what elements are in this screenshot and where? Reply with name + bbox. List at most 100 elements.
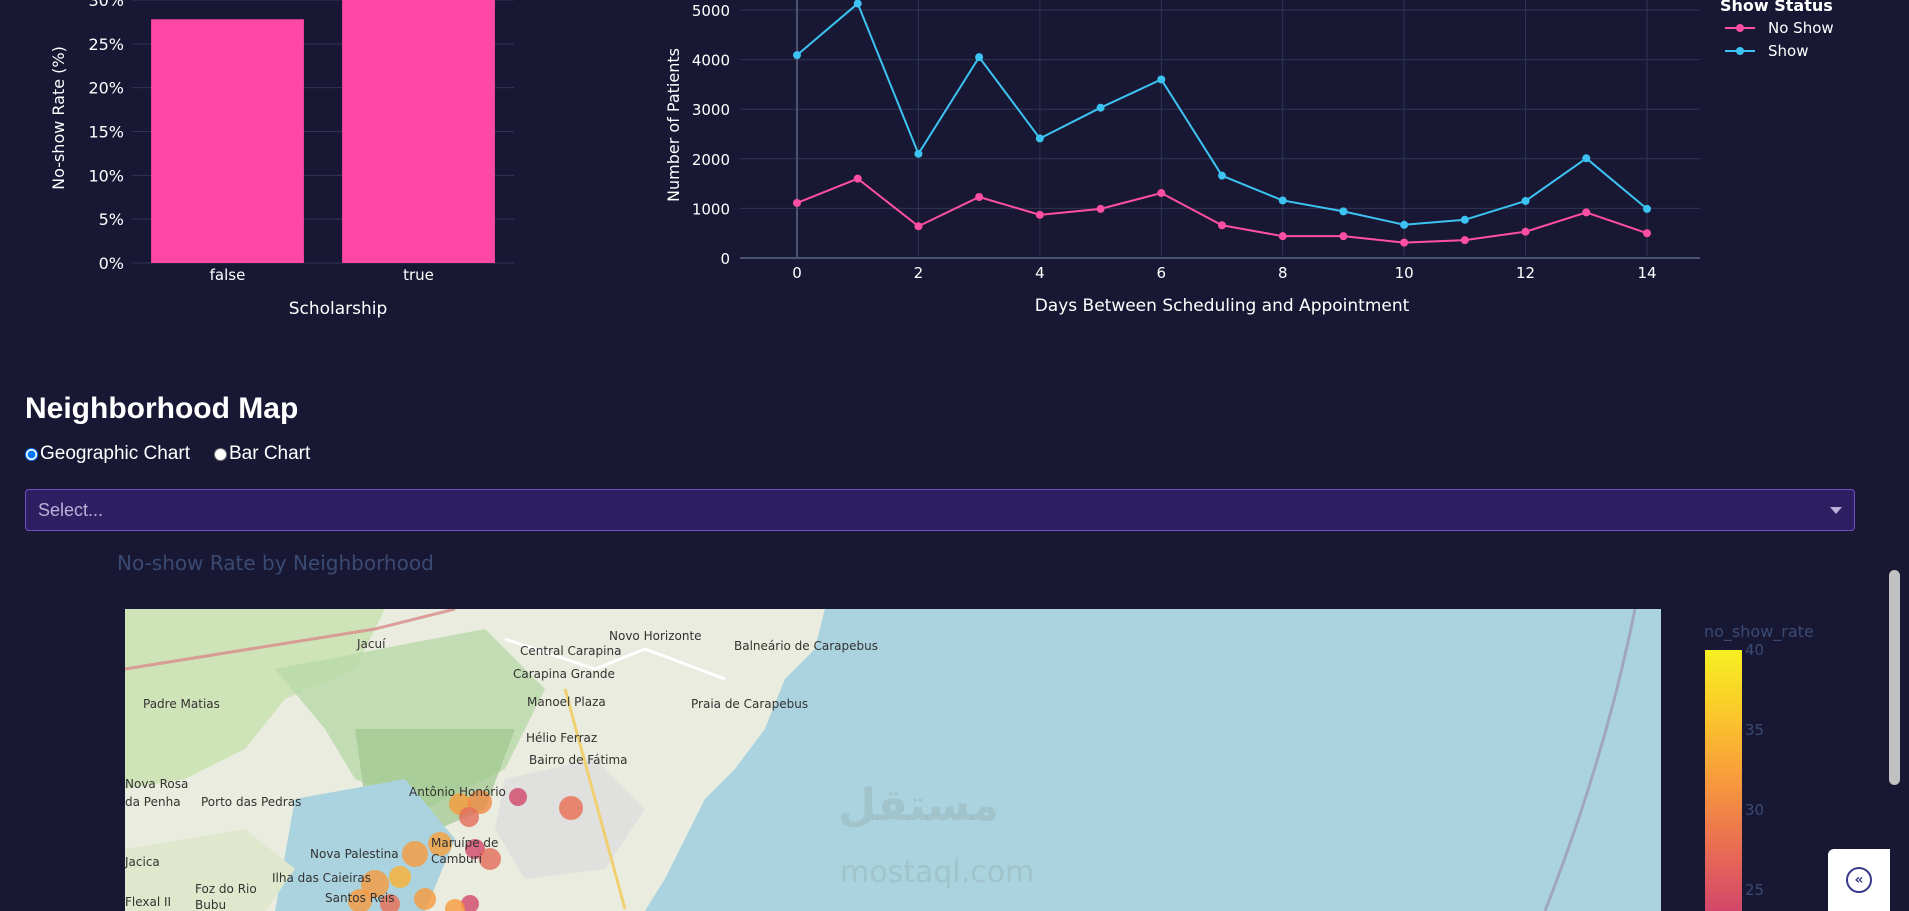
x-tick-label: 0	[792, 264, 802, 282]
y-tick-label: 1000	[692, 200, 730, 218]
watermark-logo: مستقل	[838, 780, 999, 831]
x-tick-label: 12	[1516, 264, 1535, 282]
section-title: Neighborhood Map	[25, 392, 299, 425]
data-point	[1643, 229, 1651, 238]
data-point	[1400, 238, 1409, 247]
data-point	[1218, 171, 1226, 180]
map-tiles	[125, 609, 1661, 911]
data-point	[1521, 227, 1530, 236]
x-tick-label: 6	[1157, 264, 1167, 282]
bar	[151, 19, 304, 263]
radio-input-geographic[interactable]	[25, 447, 38, 461]
data-point	[793, 51, 801, 60]
map-place-label: Jacuí	[357, 637, 386, 651]
scholarship-bar-chart: 0% 5% 10% 15% 20% 25% 30% false true Scholarship N…	[49, 0, 514, 319]
map-markers	[348, 788, 583, 911]
map-place-label: Balneário de Carapebus	[734, 639, 878, 653]
colorbar-tick: 30	[1745, 801, 1765, 819]
radio-geographic-chart[interactable]: Geographic Chart	[25, 443, 190, 465]
y-tick-label: 0	[720, 250, 730, 268]
radio-label-geographic: Geographic Chart	[40, 443, 190, 464]
data-point	[1157, 189, 1166, 198]
data-point	[793, 198, 801, 207]
data-point	[1582, 154, 1591, 163]
radio-input-bar[interactable]	[213, 447, 227, 461]
map-place-label: Nova Palestina	[310, 847, 399, 861]
colorbar-tick: 40	[1745, 641, 1765, 659]
colorbar-tick: 25	[1745, 881, 1765, 899]
y-axis-label: Number of Patients	[664, 48, 683, 202]
y-tick-label: 5%	[99, 210, 124, 229]
map-place-label: Antônio Honório	[409, 785, 506, 799]
y-tick-label: 30%	[88, 0, 124, 10]
map-place-label: Hélio Ferraz	[526, 731, 598, 745]
map-place-label: Bairro de Fátima	[529, 753, 628, 767]
data-point	[1521, 196, 1530, 205]
y-tick-label: 0%	[99, 254, 124, 273]
data-point	[975, 192, 984, 201]
map-place-label: Santos Reis	[325, 891, 395, 905]
legend-marker	[1736, 24, 1744, 32]
legend-label: No Show	[1768, 19, 1834, 37]
data-point	[853, 174, 862, 183]
data-point	[914, 149, 923, 158]
y-tick-label: 4000	[692, 52, 730, 70]
map-place-label: Ilha das Caieiras	[272, 871, 372, 885]
double-chevron-left-icon[interactable]: «	[1846, 867, 1872, 893]
map-place-label: Praia de Carapebus	[691, 697, 809, 711]
y-tick-label: 25%	[88, 35, 124, 54]
y-axis-label: No-show Rate (%)	[49, 46, 68, 190]
data-point	[1460, 236, 1469, 245]
neighborhood-select[interactable]: Select...	[25, 489, 1855, 531]
y-tick-label: 20%	[88, 79, 124, 98]
data-point	[1339, 207, 1348, 216]
colorbar-title: no_show_rate	[1704, 622, 1814, 641]
x-axis-label: Days Between Scheduling and Appointment	[1035, 296, 1410, 316]
x-tick-label: true	[403, 266, 434, 284]
days-line-chart: 0 1000 2000 3000 4000 5000 0 2 4 6 8 10 12 14 Days Bet…	[664, 0, 1834, 316]
data-point	[1035, 134, 1044, 143]
map-place-label: Jacica	[125, 855, 160, 869]
map-place-label: Porto das Pedras	[201, 795, 302, 809]
legend-title: Show Status	[1720, 0, 1833, 15]
x-axis-label: Scholarship	[289, 299, 388, 319]
x-tick-label: 8	[1278, 264, 1288, 282]
data-point	[1096, 103, 1105, 112]
map-place-label: Foz do Rio Bubu	[195, 882, 257, 911]
map-place-label: Padre Matias	[143, 697, 220, 711]
colorbar-tick: 35	[1745, 721, 1765, 739]
page-scrollbar[interactable]	[1889, 570, 1900, 785]
x-tick-label: 14	[1637, 264, 1656, 282]
data-point	[1339, 232, 1348, 241]
data-point	[1643, 204, 1651, 213]
map-place-label: Novo Horizonte	[609, 629, 702, 643]
map-place-label: Nova Rosa da Penha	[125, 777, 189, 809]
radio-bar-chart[interactable]: Bar Chart	[213, 443, 311, 465]
x-tick-label: false	[210, 266, 246, 284]
neighborhood-map[interactable]: Jacuí Central Carapina Novo Horizonte Ba…	[125, 609, 1661, 911]
radio-label-bar: Bar Chart	[228, 443, 311, 464]
y-tick-label: 2000	[692, 151, 730, 169]
series-line	[796, 177, 1648, 244]
x-tick-label: 4	[1035, 264, 1045, 282]
data-point	[1035, 210, 1044, 219]
legend-marker	[1736, 47, 1744, 55]
y-tick-label: 10%	[88, 166, 124, 185]
series-line	[796, 1, 1648, 226]
select-placeholder: Select...	[38, 499, 104, 520]
legend-label: Show	[1768, 42, 1808, 60]
map-place-label: Manoel Plaza	[527, 695, 606, 709]
data-point	[1157, 75, 1166, 84]
sidebar-toggle-panel: «	[1828, 849, 1890, 911]
chevron-down-icon[interactable]	[1830, 506, 1842, 514]
colorbar	[1705, 650, 1742, 911]
y-tick-label: 5000	[692, 2, 730, 20]
map-place-label: Central Carapina	[520, 644, 622, 658]
x-tick-label: 10	[1395, 264, 1414, 282]
y-tick-label: 3000	[692, 101, 730, 119]
map-place-label: Maruípe de Camburi	[431, 836, 499, 866]
data-point	[1096, 204, 1105, 213]
data-point	[1218, 221, 1226, 230]
data-point	[1460, 215, 1469, 224]
bar	[342, 0, 495, 263]
